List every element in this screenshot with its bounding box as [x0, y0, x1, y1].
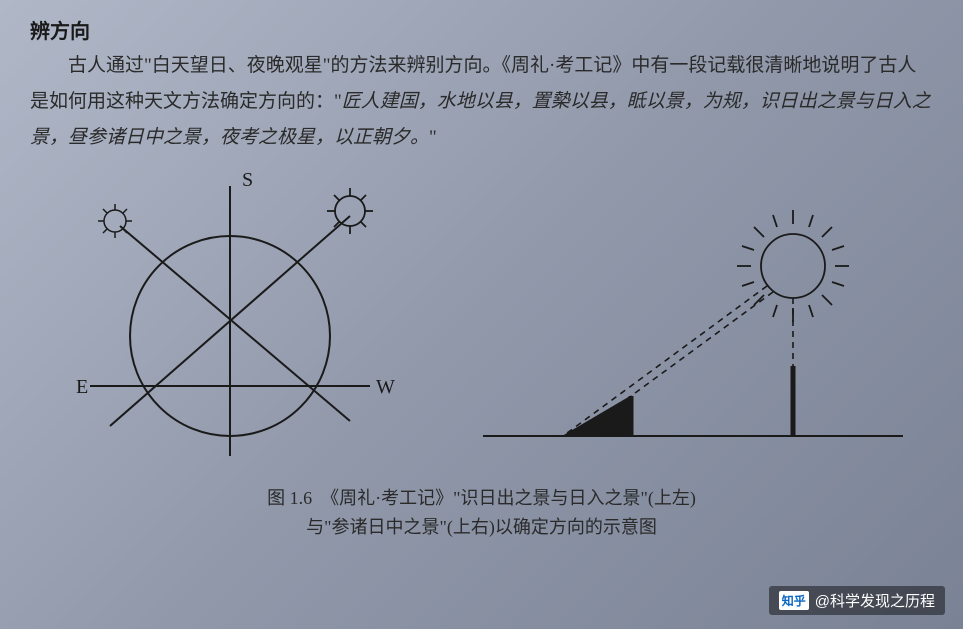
watermark: 知乎 @科学发现之历程 [769, 586, 945, 615]
label-east: E [76, 376, 88, 398]
caption-line-1: 图 1.6 《周礼·考工记》"识日出之景与日入之景"(上左) [30, 484, 933, 513]
figure-caption: 图 1.6 《周礼·考工记》"识日出之景与日入之景"(上左) 与"参诸日中之景"… [30, 484, 933, 542]
zhihu-logo-icon: 知乎 [779, 591, 809, 610]
sun-right-icon [327, 188, 373, 234]
body-text: 古人通过"白天望日、夜晚观星"的方法来辨别方向。《周礼·考工记》中有一段记载很清… [30, 48, 933, 156]
diagram-sunrise-sunset: S E W [50, 166, 410, 476]
sun-left-icon [98, 204, 132, 238]
label-north: S [242, 169, 253, 191]
label-west: W [376, 376, 395, 398]
shadow-triangle [563, 396, 631, 436]
caption-line-2: 与"参诸日中之景"(上右)以确定方向的示意图 [30, 513, 933, 542]
diagrams-container: S E W [30, 166, 933, 476]
watermark-handle: @科学发现之历程 [815, 590, 935, 611]
diagram-noon-shadow [473, 196, 913, 476]
section-heading: 辨方向 [30, 15, 933, 44]
para-tail: " [429, 127, 437, 148]
